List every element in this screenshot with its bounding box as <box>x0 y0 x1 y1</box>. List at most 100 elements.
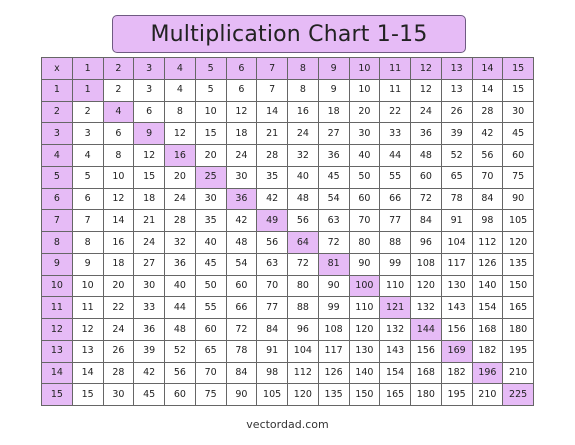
square-product-cell: 100 <box>348 274 381 298</box>
product-cell: 40 <box>194 231 227 254</box>
row-header-cell: 2 <box>41 100 73 124</box>
table-row: 8 8 16 24 32 40 48 56 64 72 80 88 96 104 112 120 <box>41 231 534 254</box>
product-cell: 27 <box>317 122 350 145</box>
product-cell: 60 <box>502 144 534 167</box>
product-cell: 143 <box>440 296 473 319</box>
header-row: x 1 2 3 4 5 6 7 8 9 10 11 12 13 14 15 <box>41 57 534 80</box>
product-cell: 24 <box>164 187 196 211</box>
product-cell: 120 <box>502 231 534 254</box>
product-cell: 60 <box>164 383 196 406</box>
product-cell: 56 <box>256 231 288 254</box>
product-cell: 105 <box>256 383 288 406</box>
column-header-cell: 12 <box>410 57 442 80</box>
product-cell: 28 <box>102 361 135 385</box>
table-row: 9 9 18 27 36 45 54 63 72 81 90 99 108 117 126 135 <box>41 252 534 276</box>
product-cell: 14 <box>256 100 288 124</box>
product-cell: 26 <box>102 339 135 363</box>
product-cell: 5 <box>71 165 104 189</box>
product-cell: 12 <box>102 187 135 211</box>
product-cell: 154 <box>379 361 411 385</box>
product-cell: 28 <box>471 100 504 124</box>
product-cell: 66 <box>379 187 411 211</box>
product-cell: 9 <box>317 78 350 102</box>
product-cell: 24 <box>102 318 135 341</box>
product-cell: 6 <box>71 187 104 211</box>
row-header-cell: 5 <box>41 165 73 189</box>
product-cell: 50 <box>348 165 381 189</box>
product-cell: 84 <box>471 187 504 211</box>
product-cell: 60 <box>225 274 258 298</box>
product-cell: 30 <box>194 187 227 211</box>
product-cell: 72 <box>410 187 442 211</box>
product-cell: 110 <box>379 274 411 298</box>
product-cell: 35 <box>194 209 227 232</box>
product-cell: 75 <box>194 383 227 406</box>
product-cell: 48 <box>287 187 319 211</box>
product-cell: 18 <box>317 100 350 124</box>
column-header-cell: 13 <box>440 57 473 80</box>
product-cell: 98 <box>471 209 504 232</box>
product-cell: 132 <box>379 318 411 341</box>
square-product-cell: 36 <box>225 187 258 211</box>
product-cell: 55 <box>379 165 411 189</box>
product-cell: 70 <box>471 165 504 189</box>
product-cell: 3 <box>71 122 104 145</box>
product-cell: 10 <box>102 165 135 189</box>
product-cell: 45 <box>133 383 165 406</box>
product-cell: 168 <box>410 361 442 385</box>
product-cell: 150 <box>502 274 534 298</box>
product-cell: 90 <box>348 252 381 276</box>
product-cell: 6 <box>225 78 258 102</box>
product-cell: 22 <box>102 296 135 319</box>
product-cell: 15 <box>71 383 104 406</box>
product-cell: 8 <box>164 100 196 124</box>
table-row: 12 12 24 36 48 60 72 84 96 108 120 132 144 156 168 180 <box>41 318 534 341</box>
product-cell: 20 <box>164 165 196 189</box>
product-cell: 21 <box>133 209 165 232</box>
product-cell: 84 <box>256 318 288 341</box>
table-row: 2 2 4 6 8 10 12 14 16 18 20 22 24 26 28 30 <box>41 100 534 124</box>
product-cell: 36 <box>164 252 196 276</box>
product-cell: 24 <box>410 100 442 124</box>
row-header-cell: 12 <box>41 318 73 341</box>
square-product-cell: 121 <box>379 296 411 319</box>
product-cell: 30 <box>502 100 534 124</box>
product-cell: 42 <box>256 187 288 211</box>
product-cell: 135 <box>502 252 534 276</box>
product-cell: 30 <box>225 165 258 189</box>
table-row: 10 10 20 30 40 50 60 70 80 90 100 110 120 130 140 150 <box>41 274 534 298</box>
product-cell: 72 <box>317 231 350 254</box>
product-cell: 6 <box>102 122 135 145</box>
product-cell: 32 <box>164 231 196 254</box>
table-row: 13 13 26 39 52 65 78 91 104 117 130 143 156 169 182 195 <box>41 339 534 363</box>
product-cell: 126 <box>471 252 504 276</box>
column-header-cell: 4 <box>164 57 196 80</box>
column-header-cell: 7 <box>256 57 288 80</box>
product-cell: 120 <box>287 383 319 406</box>
product-cell: 13 <box>440 78 473 102</box>
square-product-cell: 4 <box>102 100 135 124</box>
product-cell: 8 <box>71 231 104 254</box>
product-cell: 14 <box>71 361 104 385</box>
product-cell: 45 <box>317 165 350 189</box>
table-row: 6 6 12 18 24 30 36 42 48 54 60 66 72 78 84 90 <box>41 187 534 211</box>
product-cell: 80 <box>348 231 381 254</box>
product-cell: 48 <box>164 318 196 341</box>
square-product-cell: 169 <box>440 339 473 363</box>
row-header-cell: 14 <box>41 361 73 385</box>
product-cell: 91 <box>440 209 473 232</box>
product-cell: 28 <box>256 144 288 167</box>
product-cell: 154 <box>471 296 504 319</box>
product-cell: 14 <box>102 209 135 232</box>
product-cell: 56 <box>164 361 196 385</box>
product-cell: 108 <box>410 252 442 276</box>
product-cell: 60 <box>410 165 442 189</box>
product-cell: 195 <box>502 339 534 363</box>
product-cell: 140 <box>471 274 504 298</box>
table-row: 3 3 6 9 12 15 18 21 24 27 30 33 36 39 42 45 <box>41 122 534 145</box>
product-cell: 20 <box>102 274 135 298</box>
column-header-cell: 2 <box>102 57 135 80</box>
corner-cell: x <box>41 57 73 80</box>
product-cell: 112 <box>287 361 319 385</box>
product-cell: 78 <box>440 187 473 211</box>
